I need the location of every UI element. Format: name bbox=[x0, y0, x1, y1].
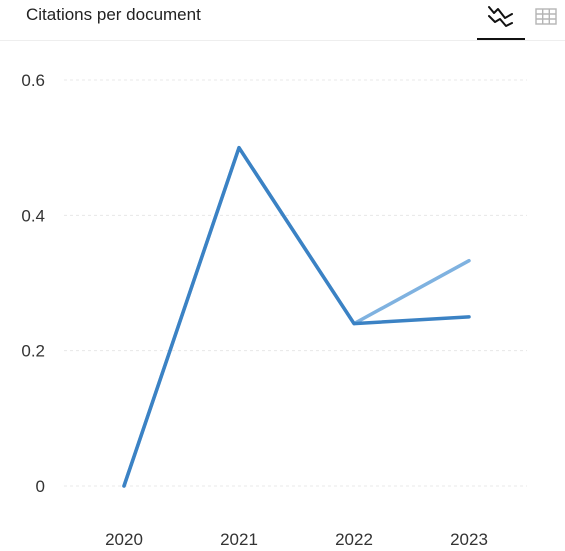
line-view-toggle[interactable] bbox=[477, 0, 525, 40]
y-tick-label: 0.4 bbox=[21, 206, 45, 225]
line-chart-icon bbox=[488, 6, 513, 27]
x-tick-label: 2022 bbox=[335, 530, 373, 549]
table-grid-icon bbox=[535, 8, 557, 25]
series-line-2 bbox=[122, 145, 471, 488]
table-view-toggle[interactable] bbox=[526, 0, 565, 40]
y-tick-label: 0.6 bbox=[21, 71, 45, 90]
x-tick-label: 2021 bbox=[220, 530, 258, 549]
y-axis-ticks: 0 0.2 0.4 0.6 bbox=[21, 71, 45, 496]
chart-title: Citations per document bbox=[26, 5, 201, 24]
series-line-1 bbox=[122, 145, 471, 488]
y-tick-label: 0.2 bbox=[21, 342, 45, 361]
series-lines bbox=[122, 145, 471, 488]
chart-header: Citations per document bbox=[0, 0, 565, 41]
grid-lines bbox=[64, 79, 527, 487]
x-axis-ticks: 2020 2021 2022 2023 bbox=[105, 530, 488, 549]
x-tick-label: 2020 bbox=[105, 530, 143, 549]
y-tick-label: 0 bbox=[36, 477, 45, 496]
x-tick-label: 2023 bbox=[450, 530, 488, 549]
